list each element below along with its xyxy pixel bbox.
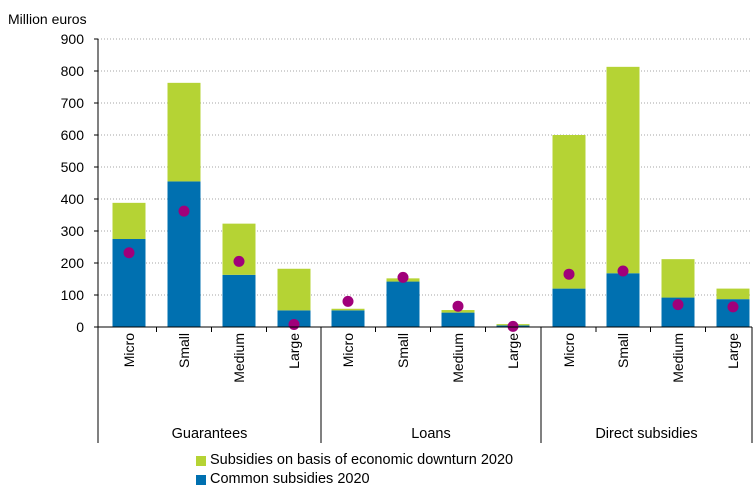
x-tick-label: Micro	[340, 333, 356, 367]
y-tick-label: 900	[61, 31, 85, 47]
x-tick-label: Small	[615, 333, 631, 368]
marker-point	[507, 320, 519, 332]
bar-common	[222, 274, 256, 327]
bar-downturn	[277, 268, 311, 311]
legend-item-common: Common subsidies 2020	[196, 470, 513, 489]
marker-point	[452, 300, 464, 312]
marker-point	[178, 205, 190, 217]
bar-common	[167, 181, 201, 327]
legend: Subsidies on basis of economic downturn …	[196, 451, 513, 489]
y-tick-label: 600	[61, 127, 85, 143]
x-tick-label: Micro	[561, 333, 577, 367]
marker-point	[617, 265, 629, 277]
bar-downturn	[606, 66, 640, 274]
x-tick-label: Medium	[670, 333, 686, 383]
bar-downturn	[661, 259, 695, 298]
bar-common	[552, 288, 586, 327]
marker-point	[342, 295, 354, 307]
bar-common	[277, 310, 311, 327]
y-tick-label: 100	[61, 287, 85, 303]
y-tick-label: 700	[61, 95, 85, 111]
legend-label-common: Common subsidies 2020	[210, 471, 370, 487]
bar-downturn	[222, 223, 256, 275]
group-label: Direct subsidies	[595, 426, 697, 442]
marker-point	[672, 299, 684, 311]
markers	[123, 205, 739, 332]
bar-downturn	[331, 308, 365, 311]
y-tick-label: 500	[61, 159, 85, 175]
bar-downturn	[112, 202, 146, 239]
y-tick-label: 400	[61, 191, 85, 207]
marker-point	[233, 255, 245, 267]
x-tick-label: Small	[395, 333, 411, 368]
bars	[112, 66, 750, 327]
y-tick-label: 800	[61, 63, 85, 79]
y-tick-label: 300	[61, 223, 85, 239]
marker-point	[123, 247, 135, 259]
group-label: Loans	[411, 426, 451, 442]
marker-point	[397, 271, 409, 283]
x-tick-label: Medium	[450, 333, 466, 383]
y-axis-title: Million euros	[8, 11, 87, 27]
bar-downturn	[716, 288, 750, 300]
bar-common	[386, 281, 420, 327]
legend-swatch-downturn	[196, 455, 206, 466]
legend-item-downturn: Subsidies on basis of economic downturn …	[196, 451, 513, 470]
y-tick-label: 200	[61, 255, 85, 271]
x-tick-label: Large	[725, 333, 741, 369]
legend-label-downturn: Subsidies on basis of economic downturn …	[210, 452, 514, 468]
group-label: Guarantees	[172, 426, 248, 442]
x-tick-label: Micro	[121, 333, 137, 367]
marker-point	[563, 268, 575, 280]
x-tick-label: Small	[176, 333, 192, 368]
y-axis-ticks: 0 100 200 300 400 500 600 700 800 900	[61, 31, 85, 335]
bar-common	[606, 273, 640, 327]
bar-common	[331, 310, 365, 327]
x-tick-label: Large	[505, 333, 521, 369]
legend-swatch-common	[196, 474, 206, 485]
marker-point	[288, 318, 300, 330]
bar-common	[441, 312, 475, 327]
x-axis: Micro Small Medium Large Micro Small Medium Lar…	[94, 38, 753, 443]
x-tick-label: Large	[286, 333, 302, 369]
marker-point	[727, 301, 739, 313]
bar-downturn	[552, 135, 586, 289]
gridlines	[98, 38, 752, 296]
y-tick-label: 0	[76, 319, 84, 335]
x-tick-label: Medium	[231, 333, 247, 383]
bar-downturn	[167, 82, 201, 182]
